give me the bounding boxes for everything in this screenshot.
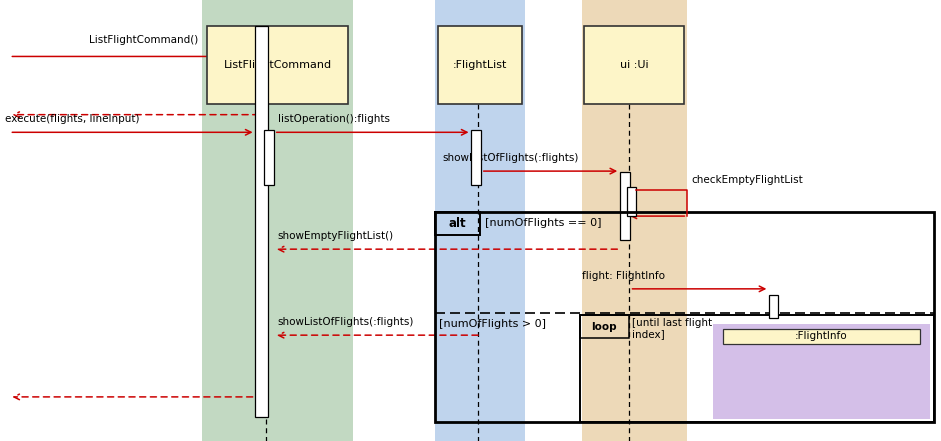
Text: index]: index]: [632, 329, 665, 339]
Text: showListOfFlights(:flights): showListOfFlights(:flights): [442, 153, 579, 163]
Bar: [620, 172, 630, 240]
Bar: [264, 130, 274, 185]
Bar: [207, 26, 348, 104]
Bar: [770, 295, 777, 318]
Bar: [584, 26, 684, 104]
Text: ui :Ui: ui :Ui: [620, 60, 648, 70]
Bar: [202, 0, 353, 441]
FancyBboxPatch shape: [723, 329, 920, 344]
Text: checkEmptyFlightList: checkEmptyFlightList: [691, 175, 803, 185]
Bar: [471, 130, 481, 185]
Text: alt: alt: [449, 217, 466, 230]
Text: [numOfFlights > 0]: [numOfFlights > 0]: [439, 319, 547, 329]
Text: execute(flights, lineInput): execute(flights, lineInput): [5, 114, 139, 124]
Bar: [713, 324, 930, 419]
Bar: [256, 26, 268, 417]
Bar: [435, 212, 934, 422]
Bar: [580, 315, 629, 338]
Bar: [627, 187, 636, 216]
Text: showListOfFlights(:flights): showListOfFlights(:flights): [278, 317, 414, 327]
Text: listOperation():flights: listOperation():flights: [278, 114, 390, 124]
Bar: [580, 315, 934, 422]
Text: ListFlightCommand(): ListFlightCommand(): [89, 35, 199, 45]
Text: :FlightList: :FlightList: [453, 60, 507, 70]
Text: ListFlightCommand: ListFlightCommand: [224, 60, 331, 70]
Text: showEmptyFlightList(): showEmptyFlightList(): [278, 231, 393, 241]
Bar: [582, 0, 687, 441]
Text: [numOfFlights == 0]: [numOfFlights == 0]: [485, 218, 601, 228]
Bar: [438, 26, 522, 104]
Text: flight: FlightInfo: flight: FlightInfo: [582, 271, 664, 281]
Bar: [435, 212, 480, 235]
Text: [until last flight: [until last flight: [632, 318, 712, 328]
Bar: [435, 0, 525, 441]
Text: loop: loop: [591, 322, 617, 332]
Text: :FlightInfo: :FlightInfo: [795, 331, 848, 341]
